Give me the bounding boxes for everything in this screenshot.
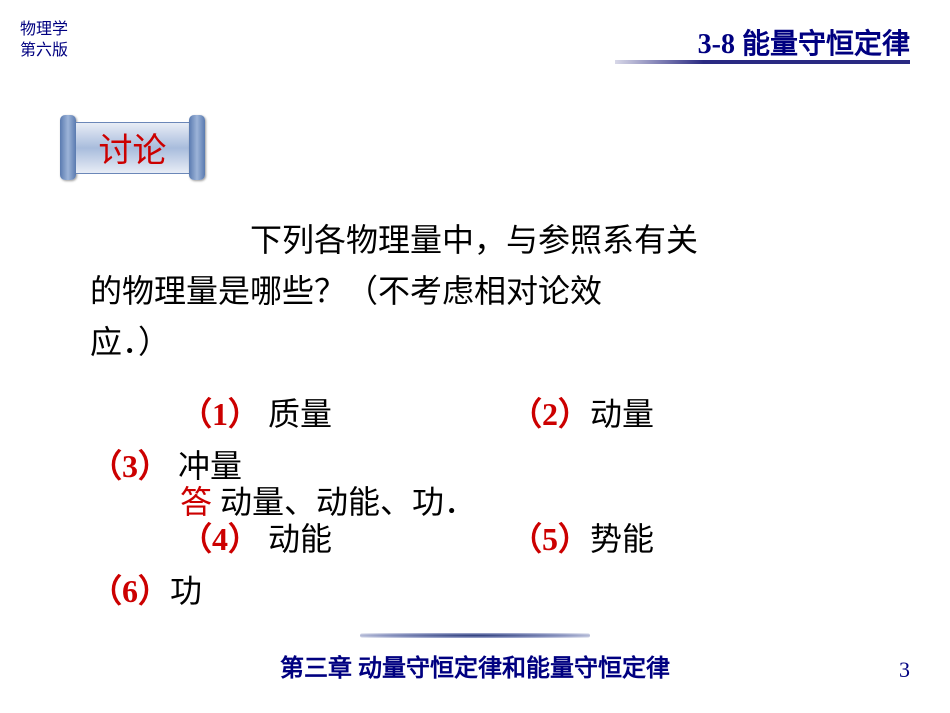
option-2-text: 动量 [590,396,654,432]
scroll-curl-right [189,115,205,180]
book-header: 物理学 第六版 [20,20,68,62]
book-title: 物理学 [20,20,68,41]
option-1-num: （1） [180,396,260,432]
option-2: （2）动量 [510,389,654,440]
chapter-footer: 第三章 动量守恒定律和能量守恒定律 [0,648,950,683]
option-3-num: （3） [90,448,170,484]
scroll-body: 讨论 [76,122,189,174]
discussion-banner: 讨论 [60,115,205,180]
option-5: （5）势能 [510,514,654,565]
option-4-num: （4） [180,521,260,557]
option-6-num: （6） [90,573,170,609]
option-6-text: 功 [170,573,202,609]
book-edition: 第六版 [20,41,68,62]
option-5-text: 势能 [590,521,654,557]
option-1-text: 质量 [260,396,332,432]
option-2-num: （2） [510,396,590,432]
question-line-3: 应．） [90,317,870,368]
option-1: （1） 质量 [180,389,332,440]
footer-divider [360,633,590,638]
main-content: 下列各物理量中，与参照系有关 的物理量是哪些？（不考虑相对论效 应．） （1） … [90,215,870,609]
section-underline [615,60,910,64]
options-area: （1） 质量 （2）动量 （3） 冲量 答 动量、动能、功． （4） 动能 （5… [90,389,870,609]
scroll-label: 讨论 [99,123,167,172]
option-4-text: 动能 [260,521,332,557]
section-title: 3-8 能量守恒定律 [698,22,910,62]
option-5-num: （5） [510,521,590,557]
question-line-2: 的物理量是哪些？（不考虑相对论效 [90,266,870,317]
scroll-curl-left [60,115,76,180]
question-line-1: 下列各物理量中，与参照系有关 [90,215,870,266]
option-4: （4） 动能 [180,514,332,565]
option-6: （6）功 [90,566,202,617]
page-number: 3 [899,657,910,683]
